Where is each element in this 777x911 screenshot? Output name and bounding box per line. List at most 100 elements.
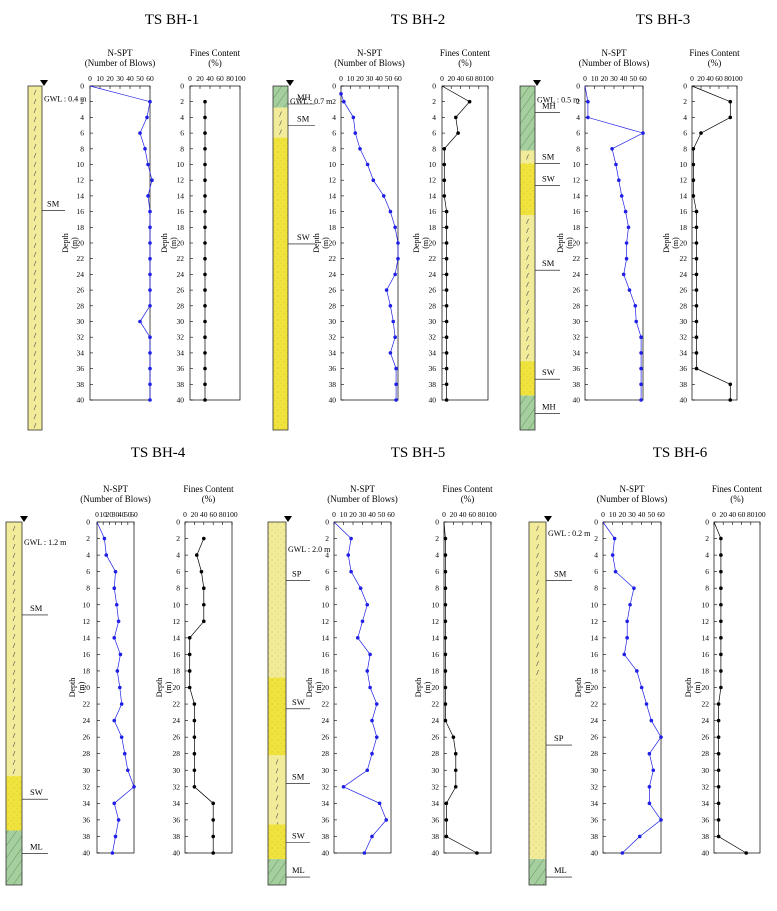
soil-layer-mh: MH [520,86,560,151]
depth-tick-label: 22 [177,254,185,263]
depth-axis-unit: (m) [70,237,79,249]
depth-tick-label: 28 [432,749,440,758]
spt-tick-label: 60 [146,74,154,83]
fines-point [203,194,207,198]
fines-point [719,586,723,590]
spt-tick-label: 0 [332,510,336,519]
depth-tick-label: 6 [683,129,687,138]
spt-point [614,162,618,167]
depth-tick-label: 28 [702,749,710,758]
silt-dash [12,525,16,532]
depth-tick-label: 24 [573,270,581,279]
spt-tick-label: 20 [349,510,357,519]
fines-point [719,619,723,624]
spt-point [651,768,656,773]
depth-tick-label: 8 [594,584,598,593]
spt-tick-label: 40 [375,74,383,83]
depth-tick-label: 18 [173,666,181,675]
fines-point [694,366,699,371]
soil-layer-sm: SM [28,86,65,430]
spt-point [148,256,152,261]
silt-hatch [6,830,22,885]
spt-point [349,569,353,574]
spt-point [118,652,123,657]
silt-dash [12,534,16,541]
fines-point [192,718,197,723]
fines-tick-label: 60 [466,74,474,83]
depth-tick-label: 28 [77,301,85,310]
fines-point [443,718,448,723]
spt-point [391,319,396,324]
silt-dash [12,570,16,577]
spt-point [659,818,663,822]
depth-tick-label: 8 [86,584,90,593]
depth-tick-label: 40 [702,849,710,858]
spt-tick-label: 30 [359,510,367,519]
depth-tick-label: 20 [77,239,85,248]
soil-layer-ml: ML [268,859,310,885]
fines-point [694,304,699,308]
depth-tick-label: 6 [435,567,439,576]
depth-tick-label: 30 [429,317,437,326]
silt-dash [33,125,37,132]
depth-tick-label: 38 [702,832,710,841]
depth-tick-label: 10 [573,160,581,169]
fines-point [443,685,448,690]
depth-tick-label: 14 [77,191,85,200]
depth-tick-label: 38 [329,380,337,389]
silt-dash [33,404,37,411]
fines-point [192,785,197,789]
fines-point [203,319,207,324]
silt-dash [12,579,16,586]
depth-tick-label: 0 [435,518,439,527]
silt-dash [526,254,529,261]
spt-point [613,569,618,574]
silt-dash [536,543,539,550]
silt-dash [33,305,37,312]
fines-point [744,851,748,855]
depth-tick-label: 14 [329,191,337,200]
depth-tick-label: 30 [83,766,91,775]
depth-tick-label: 4 [325,551,329,560]
depth-tick-label: 18 [322,666,330,675]
depth-tick-label: 22 [77,254,85,263]
fines-point [203,351,207,355]
fines-point [719,602,723,607]
depth-tick-label: 32 [322,782,330,791]
spt-point [610,147,614,151]
spt-title: N-SPT [601,48,627,58]
depth-tick-label: 0 [325,518,329,527]
depth-tick-label: 6 [432,129,436,138]
fines-point [199,569,204,574]
fines-point [442,178,447,182]
sand-dots [268,522,286,678]
spt-point [148,304,152,308]
spt-point [639,366,643,371]
silt-dash [33,332,37,339]
depth-tick-label: 36 [573,364,581,373]
fines-title: Fines Content [183,484,234,494]
depth-tick-label: 24 [591,716,599,725]
depth-tick-label: 16 [173,650,181,659]
depth-axis-label: Depth [68,678,77,698]
silt-dash [33,224,37,231]
fines-subtitle: (%) [708,58,722,68]
depth-axis-label: Depth [155,678,164,698]
silt-dash [33,287,37,294]
depth-tick-label: 16 [429,207,437,216]
depth-tick-label: 28 [322,749,330,758]
silt-dash [526,317,529,324]
spt-point [148,366,152,371]
fines-tick-label: 40 [206,74,214,83]
depth-tick-label: 10 [591,600,599,609]
layer-label: SM [292,772,305,782]
spt-point [138,319,142,324]
spt-point [371,178,376,182]
spt-title: N-SPT [107,48,133,58]
spt-tick-label: 10 [99,510,107,519]
spt-tick-label: 20 [106,74,114,83]
spt-point [620,851,625,855]
depth-tick-label: 8 [325,584,329,593]
depth-tick-label: 34 [322,799,330,808]
silt-dash [526,281,529,288]
